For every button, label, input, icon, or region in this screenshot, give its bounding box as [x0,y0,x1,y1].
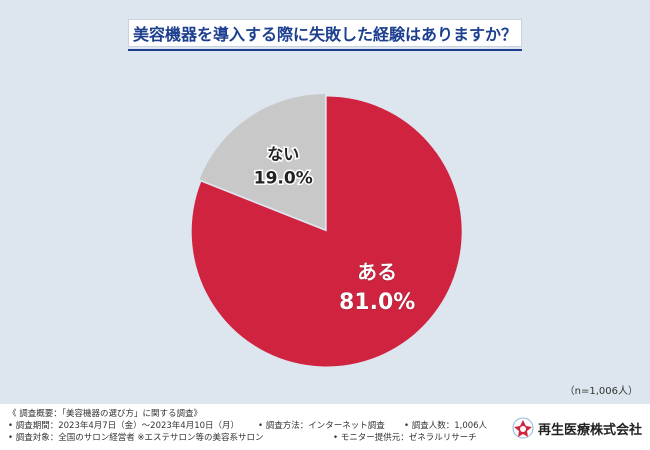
survey-provider: • モニター提供元：ゼネラルリサーチ [333,433,477,443]
company-name: 再生医療株式会社 [538,422,643,438]
slice-label-1: ない [267,145,299,164]
survey-method: • 調査方法：インターネット調査 [258,421,385,431]
chart-title: 美容機器を導入する際に失敗した経験はありますか？ [132,25,517,44]
slice-value-1: 19.0% [254,169,313,189]
pie-slice-0 [191,96,462,367]
pie-slice-1 [199,93,325,229]
sample-size-note: （n=1,006人） [564,386,638,397]
slice-value-0: 81.0% [339,290,415,315]
chart-title-box: 美容機器を導入する際に失敗した経験はありますか？ [128,19,522,47]
pie-chart: ある 81.0% ない 19.0% [191,93,462,367]
survey-target: • 調査対象：全国のサロン経営者 ※エステサロン等の美容系サロン [8,433,264,443]
survey-count: • 調査人数：1,006人 [404,421,488,431]
title-underline [128,49,522,51]
survey-period: • 調査期間：2023年4月7日（金）～2023年4月10日（月） [8,421,240,431]
company-logo: 再生医療株式会社 [512,417,642,439]
survey-summary: 《 調査概要：「美容機器の選び方」に関する調査》 [8,409,202,419]
company-logo-icon [512,417,534,439]
slice-label-0: ある [357,260,397,284]
footer: 《 調査概要：「美容機器の選び方」に関する調査》 • 調査期間：2023年4月7… [0,404,650,450]
